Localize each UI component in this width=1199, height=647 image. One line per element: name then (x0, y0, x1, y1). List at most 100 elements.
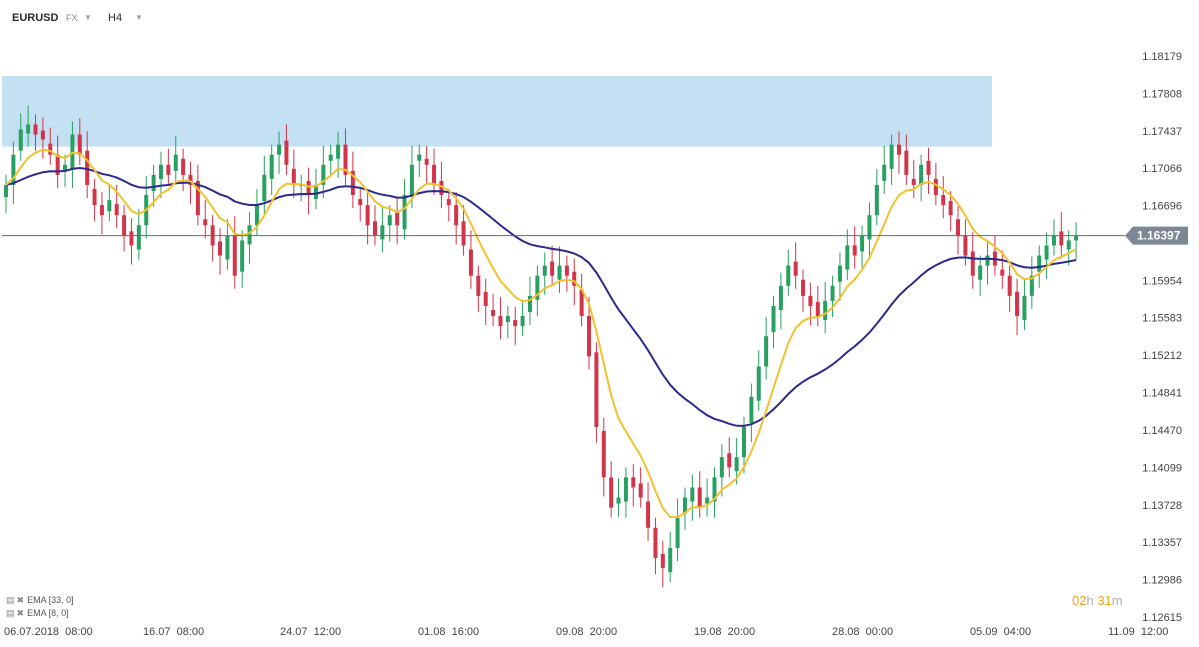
candle-body[interactable] (63, 164, 68, 171)
candle-body[interactable] (99, 205, 104, 216)
candle-body[interactable] (948, 201, 953, 216)
candle-body[interactable] (860, 235, 865, 252)
candle-body[interactable] (284, 140, 289, 165)
ema-33-line[interactable] (5, 166, 1077, 427)
candle-body[interactable] (520, 316, 525, 327)
candle-body[interactable] (166, 164, 171, 175)
candle-body[interactable] (173, 154, 178, 171)
candle-body[interactable] (1066, 240, 1071, 250)
candle-body[interactable] (262, 174, 267, 202)
candle-body[interactable] (970, 251, 975, 276)
candle-body[interactable] (668, 547, 673, 573)
candle-body[interactable] (505, 316, 510, 323)
candle-body[interactable] (424, 158, 429, 165)
candle-body[interactable] (963, 235, 968, 256)
candle-body[interactable] (535, 275, 540, 300)
candle-body[interactable] (491, 309, 496, 317)
candle-body[interactable] (801, 279, 806, 296)
candle-body[interactable] (882, 164, 887, 181)
candle-body[interactable] (454, 205, 459, 226)
candle-body[interactable] (70, 134, 75, 169)
candle-body[interactable] (483, 291, 488, 306)
candle-body[interactable] (601, 430, 606, 478)
candle-body[interactable] (874, 184, 879, 216)
candle-body[interactable] (446, 199, 451, 206)
candle-body[interactable] (313, 184, 318, 200)
candle-body[interactable] (328, 154, 333, 161)
candle-body[interactable] (793, 261, 798, 276)
candle-body[interactable] (778, 285, 783, 310)
ema-8-line[interactable] (5, 148, 1077, 519)
candle-body[interactable] (48, 143, 53, 155)
candle-body[interactable] (1044, 245, 1049, 260)
candle-body[interactable] (107, 200, 112, 212)
candle-body[interactable] (579, 289, 584, 317)
candle-body[interactable] (852, 245, 857, 256)
candle-body[interactable] (956, 219, 961, 236)
candle-body[interactable] (646, 501, 651, 528)
candle-body[interactable] (896, 144, 901, 155)
candle-body[interactable] (978, 265, 983, 280)
candle-body[interactable] (933, 178, 938, 196)
candle-body[interactable] (461, 221, 466, 246)
candle-body[interactable] (225, 235, 230, 260)
candle-body[interactable] (808, 295, 813, 306)
candle-body[interactable] (151, 174, 156, 192)
candle-body[interactable] (336, 144, 341, 159)
candle-body[interactable] (719, 457, 724, 478)
candle-body[interactable] (1000, 269, 1005, 276)
candle-body[interactable] (786, 265, 791, 286)
resistance-zone[interactable] (2, 76, 992, 147)
candle-body[interactable] (195, 180, 200, 216)
candle-body[interactable] (904, 150, 909, 175)
candle-body[interactable] (4, 184, 8, 198)
candle-body[interactable] (1051, 235, 1056, 246)
candle-body[interactable] (845, 245, 850, 270)
candle-body[interactable] (919, 164, 924, 185)
candle-body[interactable] (40, 130, 45, 140)
candle-body[interactable] (926, 160, 931, 175)
close-icon[interactable]: ✖ (16, 595, 25, 605)
candle-body[interactable] (742, 426, 746, 458)
candle-body[interactable] (299, 184, 304, 186)
candle-body[interactable] (823, 300, 828, 321)
candle-body[interactable] (85, 150, 90, 185)
candle-body[interactable] (638, 483, 643, 498)
candle-body[interactable] (33, 124, 38, 135)
candle-body[interactable] (373, 221, 377, 236)
candle-body[interactable] (697, 487, 702, 508)
candle-body[interactable] (675, 517, 680, 548)
candle-body[interactable] (11, 154, 16, 185)
symbol-label[interactable]: EURUSD (12, 12, 59, 24)
candle-body[interactable] (218, 241, 223, 256)
candle-body[interactable] (542, 265, 547, 276)
candle-body[interactable] (114, 204, 119, 216)
candle-body[interactable] (240, 240, 245, 272)
candle-body[interactable] (365, 205, 370, 226)
candle-body[interactable] (513, 320, 518, 327)
candle-body[interactable] (550, 261, 555, 276)
indicator-legend-ema-33[interactable]: ▤ ✖ EMA [33, 0] (6, 595, 74, 606)
candle-body[interactable] (527, 295, 532, 312)
candle-body[interactable] (830, 285, 835, 301)
candle-body[interactable] (387, 215, 392, 226)
market-label[interactable]: FX (66, 13, 78, 23)
candle-body[interactable] (1074, 235, 1079, 241)
candle-body[interactable] (432, 164, 437, 185)
indicator-legend-ema-8[interactable]: ▤ ✖ EMA [8, 0] (6, 608, 69, 619)
candle-body[interactable] (690, 487, 695, 502)
candle-body[interactable] (277, 144, 282, 155)
candle-body[interactable] (26, 124, 31, 134)
candle-body[interactable] (712, 477, 717, 502)
list-icon[interactable]: ▤ (6, 595, 15, 605)
candle-body[interactable] (594, 352, 599, 427)
candle-body[interactable] (889, 144, 894, 169)
candle-body[interactable] (395, 211, 400, 226)
candle-body[interactable] (498, 316, 503, 327)
candle-body[interactable] (77, 134, 82, 155)
candle-body[interactable] (815, 301, 820, 317)
candle-body[interactable] (734, 457, 739, 472)
candle-body[interactable] (682, 497, 687, 514)
candle-body[interactable] (55, 154, 60, 175)
